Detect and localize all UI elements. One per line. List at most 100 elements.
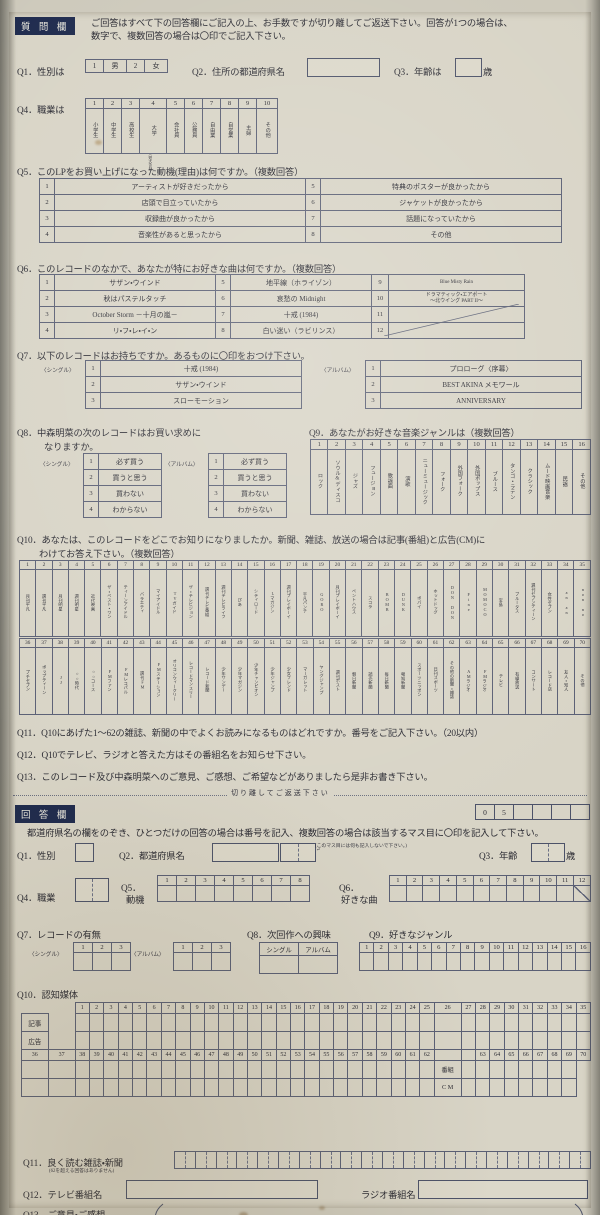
a10-ad-input-18[interactable] [318,1031,335,1050]
q10-media-66[interactable]: 有線放送 [508,647,526,715]
q10-media-13[interactable]: 週刊テレビライフ [214,569,232,637]
a9-genre-input-7[interactable] [445,952,461,971]
a12-radio-program-input[interactable] [418,1180,588,1199]
serial-box-2[interactable]: 5 [494,804,514,820]
q10-media-70[interactable]: その他 [573,647,592,715]
a11-input-12[interactable] [402,1151,425,1169]
a10-article-input-26[interactable] [433,1013,462,1032]
a10-ad-input-15[interactable] [275,1031,292,1050]
q10-media-55[interactable]: 週刊ポスト [328,647,347,715]
a10-sub-input-1-52[interactable] [275,1060,292,1079]
a10-ad-input-19[interactable] [333,1031,349,1050]
serial-box-1[interactable]: 0 [475,804,495,820]
a10-ad-input-9[interactable] [189,1031,205,1050]
a10-sub-input-1-42[interactable] [132,1060,148,1079]
q10-media-34[interactable]: an an [557,569,575,637]
a10-ad-input-32[interactable] [532,1031,548,1050]
q10-media-3[interactable]: 月刊明星 [51,569,69,637]
a7-single-input-1[interactable] [73,952,93,971]
q1-opt-num-2[interactable]: 2 [126,59,145,73]
a10-sub-input-2-46[interactable] [189,1078,205,1097]
a10-sub-input-2-42[interactable] [132,1078,148,1097]
a10-article-input-13[interactable] [246,1013,263,1032]
q8-album-opt-2[interactable]: 買うと思う [223,469,287,486]
q10-media-42[interactable]: FMレコパル [116,647,135,715]
q10-media-20[interactable]: 月刊プレイボーイ [328,569,347,637]
a10-article-input-18[interactable] [318,1013,335,1032]
q10-media-51[interactable]: 少年ジャンプ [263,647,282,715]
q10-media-21[interactable]: ペントハウス [345,569,363,637]
a10-sub-input-1-39[interactable] [88,1060,105,1079]
a10-sub-input-2-36[interactable] [21,1078,49,1097]
a6-song-input-3[interactable] [422,885,441,902]
q10-media-24[interactable]: DUNK [394,569,412,637]
a10-sub-input-1-70[interactable] [561,1060,577,1079]
a7-single-input-3[interactable] [111,952,131,971]
a11-input-2[interactable] [194,1151,217,1169]
q10-media-6[interactable]: ザ・ベスト・ワン [100,569,118,637]
a10-ad-input-11[interactable] [218,1031,234,1050]
q10-media-44[interactable]: FMステーション [149,647,167,715]
a9-genre-input-5[interactable] [416,952,433,971]
a10-sub-input-1-54[interactable] [304,1060,320,1079]
a10-ad-input-33[interactable] [546,1031,563,1050]
q10-media-45[interactable]: オリコンウィークリー [165,647,184,715]
q10-media-5[interactable]: 近代映画 [84,569,102,637]
a10-sub-input-1-65[interactable] [489,1060,505,1079]
a10-sub-input-1-50[interactable] [246,1060,263,1079]
a10-ad-input-22[interactable] [376,1031,392,1050]
a10-sub-input-2-48[interactable] [218,1078,234,1097]
a5-motive-input-6[interactable] [252,885,272,902]
a10-article-input-21[interactable] [361,1013,378,1032]
a10-sub-input-1-67[interactable] [518,1060,534,1079]
q4-opt-2[interactable]: 中学生 [103,108,122,154]
a10-sub-input-2-62[interactable] [419,1078,435,1097]
q10-media-63[interactable]: AMラジオ [459,647,477,715]
q6-opt-8[interactable]: 白い迷い（ラビリンス） [230,322,372,339]
q10-media-22[interactable]: スコラ [361,569,379,637]
q5-opt-4[interactable]: 音楽性があると思ったから [54,226,306,243]
q8-single-opt-1[interactable]: 必ず買う [98,453,162,470]
a10-sub-input-2-53[interactable] [290,1078,306,1097]
a10-sub-input-2-55[interactable] [318,1078,335,1097]
a10-sub-input-2-51[interactable] [261,1078,277,1097]
a10-article-input-2[interactable] [88,1013,105,1032]
a9-genre-input-13[interactable] [532,952,548,971]
a10-sub-input-1-43[interactable] [146,1060,162,1079]
a10-ad-input-6[interactable] [146,1031,162,1050]
q4-opt-9[interactable]: 主婦 [238,108,257,154]
a6-song-input-7[interactable] [489,885,508,902]
a10-sub-input-2-44[interactable] [160,1078,177,1097]
a10-ad-input-3[interactable] [103,1031,119,1050]
q9-genre-13[interactable]: クラシック [519,449,539,515]
q4-opt-1[interactable]: 小学生 [85,108,104,154]
a10-ad-input-17[interactable] [304,1031,320,1050]
q5-opt-5[interactable]: 特典のポスターが良かったから [320,178,562,195]
q2-prefecture-field[interactable] [307,58,380,77]
a10-article-input-33[interactable] [546,1013,563,1032]
a11-input-6[interactable] [277,1151,300,1169]
q8-album-opt-3[interactable]: 買わない [223,485,287,502]
a9-genre-input-4[interactable] [402,952,418,971]
q8-album-opt-1[interactable]: 必ず買う [223,453,287,470]
a9-genre-input-1[interactable] [358,952,375,971]
a10-sub-input-2-54[interactable] [304,1078,320,1097]
q4-opt-6[interactable]: 公務員 [184,108,203,154]
a10-sub-input-1-47[interactable] [203,1060,220,1079]
q10-media-62[interactable]: その他の新聞・雑誌 [443,647,461,715]
a10-ad-input-21[interactable] [361,1031,378,1050]
a11-input-17[interactable] [506,1151,529,1169]
a10-sub-input-1-66[interactable] [503,1060,520,1079]
a6-song-input-9[interactable] [522,885,541,902]
a5-motive-input-7[interactable] [271,885,291,902]
q10-media-60[interactable]: スポーツニッポン [410,647,428,715]
a10-article-input-5[interactable] [132,1013,148,1032]
a10-article-input-19[interactable] [333,1013,349,1032]
a9-genre-input-15[interactable] [560,952,577,971]
a11-input-20[interactable] [569,1151,591,1169]
q10-media-37[interactable]: ポップティーン [35,647,53,715]
a10-sub-input-2-57[interactable] [347,1078,363,1097]
a9-genre-input-10[interactable] [488,952,505,971]
q6-opt-6[interactable]: 哀愁の Midnight [230,290,372,307]
q9-genre-11[interactable]: ブルース [484,449,504,515]
